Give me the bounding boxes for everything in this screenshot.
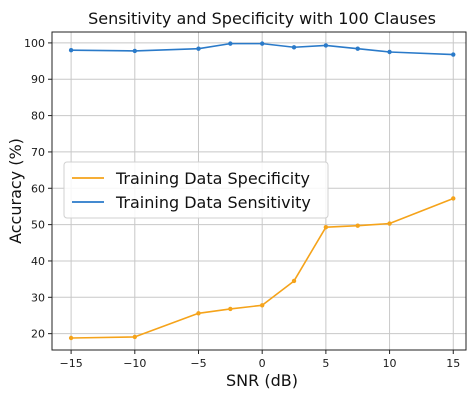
chart-title: Sensitivity and Specificity with 100 Cla… xyxy=(88,9,436,28)
data-point xyxy=(355,223,360,228)
y-tick-label: 80 xyxy=(31,110,45,123)
data-point xyxy=(291,45,297,50)
y-tick-label: 30 xyxy=(31,291,45,304)
legend-label: Training Data Specificity xyxy=(115,169,310,188)
data-point xyxy=(291,278,297,284)
legend-box xyxy=(63,161,329,219)
data-point xyxy=(68,47,74,53)
x-tick-label: 15 xyxy=(446,357,460,370)
data-point xyxy=(259,41,265,46)
y-tick-label: 20 xyxy=(31,328,45,341)
y-tick-label: 40 xyxy=(31,255,45,268)
x-tick-label: −5 xyxy=(190,357,206,370)
data-point xyxy=(196,311,201,316)
data-point xyxy=(323,43,329,48)
x-tick-label: −10 xyxy=(123,357,146,370)
y-tick-label: 90 xyxy=(31,73,45,86)
x-tick-label: 5 xyxy=(322,357,329,370)
y-tick-label: 70 xyxy=(31,146,45,159)
data-point xyxy=(355,46,360,51)
data-point xyxy=(387,49,392,55)
x-tick-label: −15 xyxy=(59,357,82,370)
series-line-2 xyxy=(71,42,454,56)
data-point xyxy=(259,303,265,308)
y-tick-label: 50 xyxy=(31,219,45,232)
x-tick-label: 0 xyxy=(259,357,266,370)
legend-label: Training Data Sensitivity xyxy=(115,193,311,212)
data-point xyxy=(196,46,201,51)
data-point xyxy=(228,41,233,46)
data-point xyxy=(323,224,329,230)
data-point xyxy=(228,306,233,312)
data-point xyxy=(68,335,74,341)
x-tick-label: 10 xyxy=(383,357,397,370)
y-tick-label: 100 xyxy=(24,37,45,50)
y-tick-label: 60 xyxy=(31,182,45,195)
series-line-1 xyxy=(71,197,454,339)
y-axis-label: Accuracy (%) xyxy=(6,138,25,244)
tick-layer: −15 −10 −5 0 5 10 15 20 30 40 50 60 70 80 90 100 xyxy=(24,37,460,370)
data-point xyxy=(387,221,392,226)
data-point xyxy=(132,334,137,340)
x-axis-label: SNR (dB) xyxy=(226,371,298,390)
data-point xyxy=(451,52,456,57)
plot-frame xyxy=(51,31,467,351)
data-point xyxy=(132,48,137,54)
series-layer xyxy=(68,41,456,341)
data-point xyxy=(451,196,456,201)
legend: Training Data Specificity Training Data S… xyxy=(63,161,329,219)
